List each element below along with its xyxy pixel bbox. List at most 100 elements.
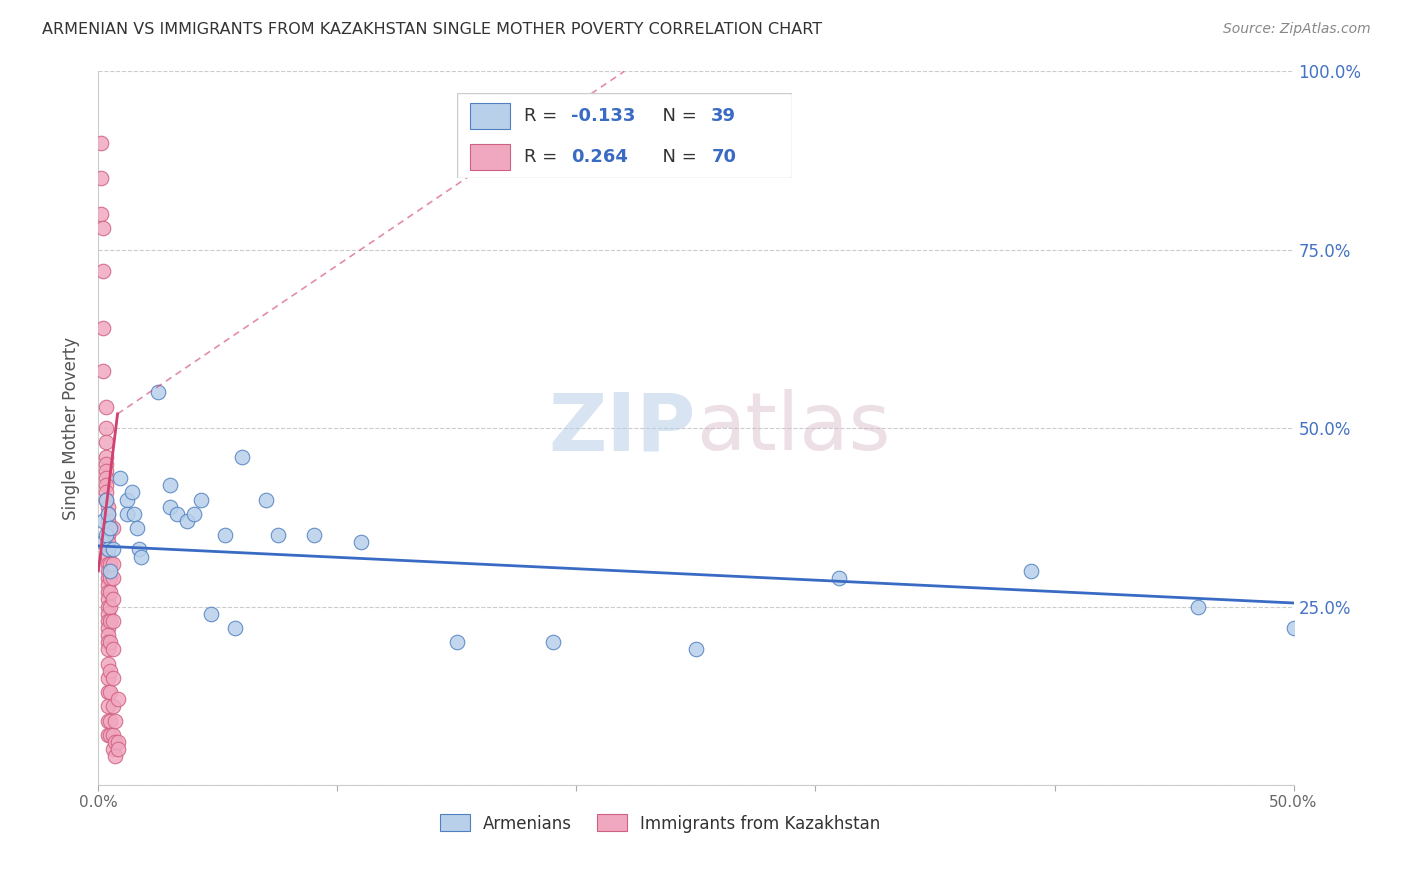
Point: [94, 471, 117, 485]
Point: [200, 607, 222, 621]
Point: [97, 542, 120, 557]
Point: [97, 657, 120, 671]
Point: [148, 385, 170, 400]
Point: [91, 221, 114, 235]
Point: [101, 542, 124, 557]
Point: [183, 507, 205, 521]
Point: [159, 500, 181, 514]
Point: [90, 136, 112, 150]
Point: [828, 571, 851, 585]
Point: [1187, 599, 1209, 614]
Point: [121, 485, 143, 500]
Point: [115, 492, 138, 507]
Point: [98, 664, 122, 678]
Point: [166, 507, 188, 521]
Point: [254, 492, 277, 507]
Point: [541, 635, 564, 649]
Point: [97, 671, 120, 685]
Point: [97, 549, 120, 564]
Point: [97, 507, 120, 521]
Point: [125, 521, 148, 535]
Point: [94, 485, 117, 500]
Y-axis label: Single Mother Poverty: Single Mother Poverty: [62, 336, 80, 520]
Point: [685, 642, 707, 657]
Point: [97, 564, 120, 578]
Point: [302, 528, 325, 542]
Point: [101, 742, 124, 756]
Point: [159, 478, 181, 492]
Point: [94, 421, 117, 435]
Point: [350, 535, 373, 549]
Point: [91, 364, 114, 378]
Point: [98, 564, 122, 578]
Point: [98, 585, 122, 599]
Point: [97, 514, 120, 528]
Point: [94, 478, 117, 492]
Point: [97, 628, 120, 642]
Point: [214, 528, 236, 542]
Text: atlas: atlas: [696, 389, 890, 467]
Point: [101, 699, 124, 714]
Point: [97, 507, 120, 521]
Point: [91, 514, 114, 528]
Point: [98, 714, 122, 728]
Point: [91, 321, 114, 335]
Point: [97, 557, 120, 571]
Point: [101, 728, 124, 742]
Point: [97, 714, 120, 728]
Point: [97, 621, 120, 635]
Point: [97, 599, 120, 614]
Point: [104, 749, 127, 764]
Point: [1019, 564, 1042, 578]
Point: [176, 514, 198, 528]
Point: [97, 685, 120, 699]
Point: [97, 728, 120, 742]
Point: [97, 535, 120, 549]
Point: [98, 614, 122, 628]
Point: [267, 528, 290, 542]
Point: [94, 435, 117, 450]
Point: [97, 699, 120, 714]
Point: [90, 171, 112, 186]
Point: [97, 607, 120, 621]
Point: [91, 264, 114, 278]
Point: [101, 642, 124, 657]
Point: [97, 635, 120, 649]
Point: [107, 692, 129, 706]
Point: [98, 685, 122, 699]
Point: [97, 592, 120, 607]
Point: [90, 207, 112, 221]
Point: [231, 450, 253, 464]
Point: [97, 542, 120, 557]
Point: [104, 735, 127, 749]
Point: [98, 635, 122, 649]
Point: [98, 521, 122, 535]
Point: [115, 507, 138, 521]
Point: [97, 500, 120, 514]
Point: [94, 457, 117, 471]
Point: [124, 507, 146, 521]
Point: [98, 557, 122, 571]
Point: [97, 571, 120, 585]
Point: [101, 614, 124, 628]
Point: [128, 542, 150, 557]
Point: [97, 578, 120, 592]
Point: [98, 599, 122, 614]
Text: ZIP: ZIP: [548, 389, 696, 467]
Point: [94, 464, 117, 478]
Point: [101, 571, 124, 585]
Point: [101, 671, 124, 685]
Point: [97, 642, 120, 657]
Point: [224, 621, 246, 635]
Point: [101, 521, 124, 535]
Point: [97, 585, 120, 599]
Point: [97, 521, 120, 535]
Point: [97, 614, 120, 628]
Point: [94, 400, 117, 414]
Point: [94, 492, 117, 507]
Point: [97, 528, 120, 542]
Point: [446, 635, 468, 649]
Text: Source: ZipAtlas.com: Source: ZipAtlas.com: [1223, 22, 1371, 37]
Point: [107, 742, 129, 756]
Point: [98, 571, 122, 585]
